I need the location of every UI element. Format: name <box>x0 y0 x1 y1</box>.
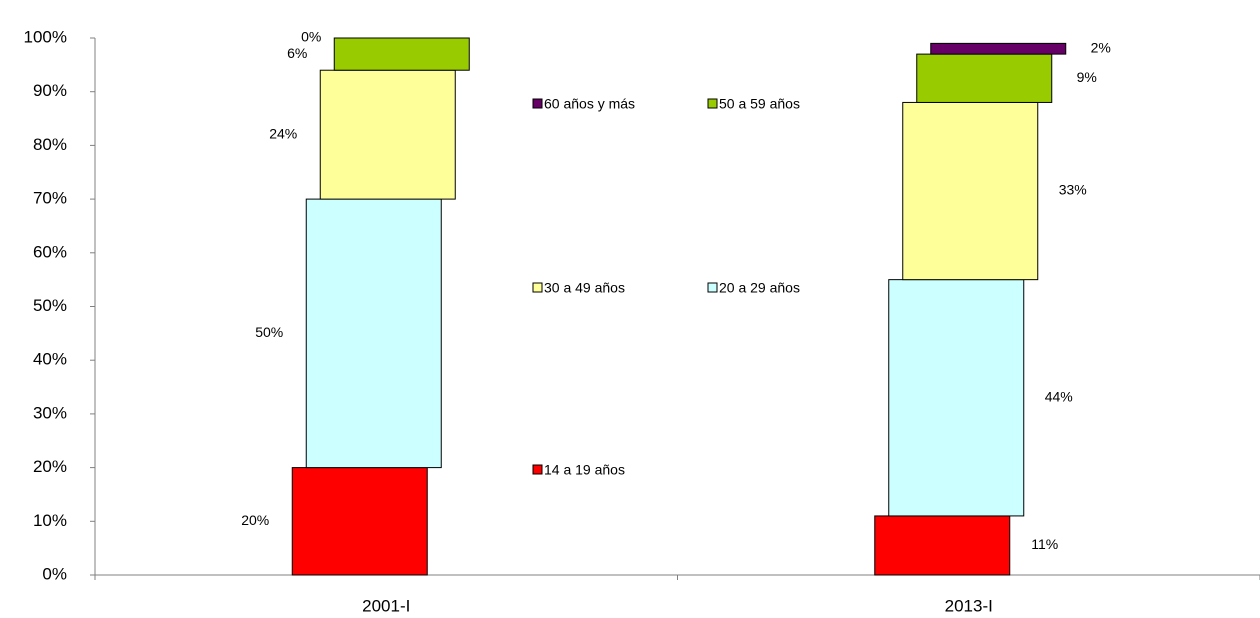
y-tick-label: 80% <box>33 135 67 154</box>
bar-segment <box>888 279 1025 517</box>
bar-segment <box>305 198 442 469</box>
data-label: 6% <box>287 45 307 61</box>
legend-label: 20 a 29 años <box>719 280 800 296</box>
y-tick-label: 10% <box>33 511 67 530</box>
legend-label: 50 a 59 años <box>719 96 800 112</box>
y-tick-label: 60% <box>33 242 67 261</box>
y-tick-label: 40% <box>33 350 67 369</box>
bar-segment <box>916 53 1053 103</box>
data-label: 50% <box>255 324 283 340</box>
data-label: 44% <box>1045 388 1073 404</box>
bar-segment <box>930 42 1067 55</box>
y-tick-label: 100% <box>24 27 67 46</box>
legend-label: 14 a 19 años <box>544 462 625 478</box>
y-tick-label: 0% <box>42 564 67 583</box>
bar-segment <box>291 467 428 576</box>
data-label: 33% <box>1059 182 1087 198</box>
legend-label: 60 años y más <box>544 96 635 112</box>
data-label: 2% <box>1091 39 1111 55</box>
bar-segment <box>333 37 470 71</box>
legend-swatch <box>532 282 543 293</box>
data-label: 24% <box>269 125 297 141</box>
y-tick-label: 30% <box>33 403 67 422</box>
y-tick-label: 20% <box>33 457 67 476</box>
bar-segment <box>874 515 1011 576</box>
y-tick-label: 90% <box>33 81 67 100</box>
bar-segment <box>902 101 1039 281</box>
data-label: 0% <box>301 29 321 45</box>
legend-swatch <box>707 98 718 109</box>
legend-label: 30 a 49 años <box>544 280 625 296</box>
y-tick-label: 70% <box>33 189 67 208</box>
bar-segment <box>319 69 456 200</box>
data-label: 11% <box>1031 536 1058 552</box>
data-label: 20% <box>241 512 269 528</box>
legend-swatch <box>532 464 543 475</box>
legend-swatch <box>532 98 543 109</box>
x-tick-label: 2001-I <box>362 596 410 615</box>
legend-swatch <box>707 282 718 293</box>
x-tick-label: 2013-I <box>945 596 993 615</box>
data-label: 9% <box>1077 69 1097 85</box>
y-tick-label: 50% <box>33 296 67 315</box>
